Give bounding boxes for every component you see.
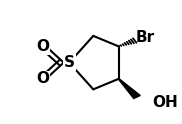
Text: Br: Br <box>136 30 155 45</box>
Text: O: O <box>36 71 49 86</box>
Text: S: S <box>64 55 75 70</box>
Text: OH: OH <box>153 95 178 110</box>
Text: O: O <box>36 39 49 54</box>
Polygon shape <box>118 79 140 98</box>
